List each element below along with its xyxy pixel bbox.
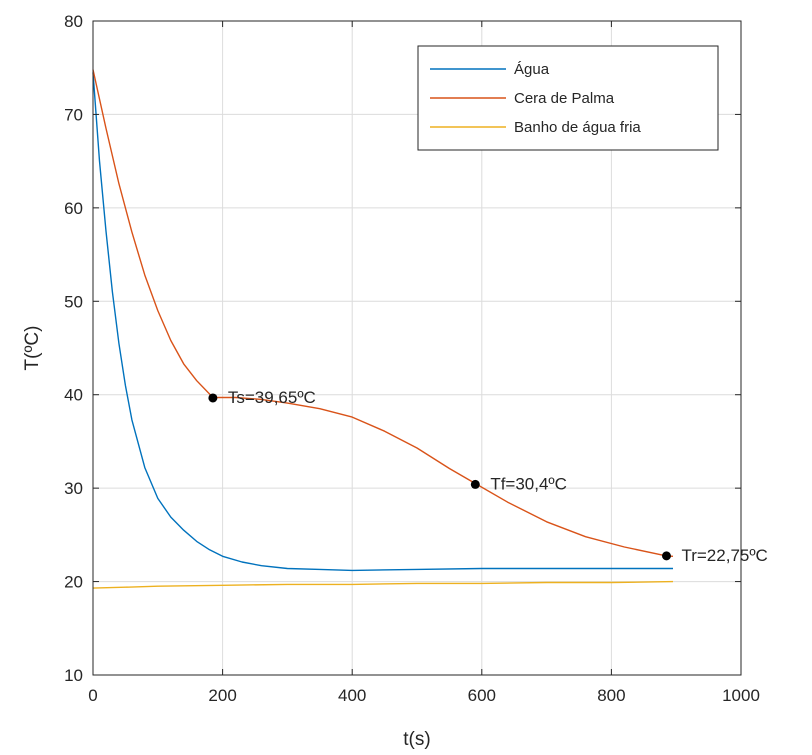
marker-point xyxy=(208,393,218,403)
series-line-0 xyxy=(92,72,673,572)
y-tick-label: 40 xyxy=(64,386,83,405)
x-tick-label: 800 xyxy=(597,686,625,705)
x-tick-label: 0 xyxy=(88,686,97,705)
marker-label: Tf=30,4ºC xyxy=(490,474,567,493)
x-tick-label: 600 xyxy=(468,686,496,705)
series-line-1 xyxy=(92,69,674,557)
y-tick-label: 20 xyxy=(64,573,83,592)
marker-point xyxy=(661,551,671,561)
plot-frame xyxy=(92,20,742,676)
x-tick-label: 1000 xyxy=(722,686,760,705)
y-axis-label: T(ºC) xyxy=(22,326,43,371)
series-line-2 xyxy=(92,580,674,589)
legend: Água Cera de Palma Banho de água fria xyxy=(417,45,719,151)
legend-entry: Cera de Palma xyxy=(514,90,615,107)
y-tick-label: 70 xyxy=(64,105,83,124)
y-tick-label: 30 xyxy=(64,479,83,498)
y-tick-label: 60 xyxy=(64,199,83,218)
y-tick-label: 50 xyxy=(64,292,83,311)
marker-label: Tr=22,75ºC xyxy=(681,546,767,565)
legend-entry: Água xyxy=(514,61,550,78)
x-axis-label: t(s) xyxy=(403,729,430,750)
x-tick-label: 200 xyxy=(208,686,236,705)
legend-entry: Banho de água fria xyxy=(514,119,641,136)
marker-label: Ts=39,65ºC xyxy=(228,388,316,407)
series-lines xyxy=(92,69,674,589)
marker-points: Ts=39,65ºC Tf=30,4ºC Tr=22,75ºC xyxy=(208,388,768,565)
y-tick-label: 80 xyxy=(64,12,83,31)
marker-point xyxy=(470,479,480,489)
y-tick-label: 10 xyxy=(64,666,83,685)
axis-ticks: 0 200 400 600 800 1000 10 20 30 40 50 60 70 80 xyxy=(64,12,760,705)
x-tick-label: 400 xyxy=(338,686,366,705)
